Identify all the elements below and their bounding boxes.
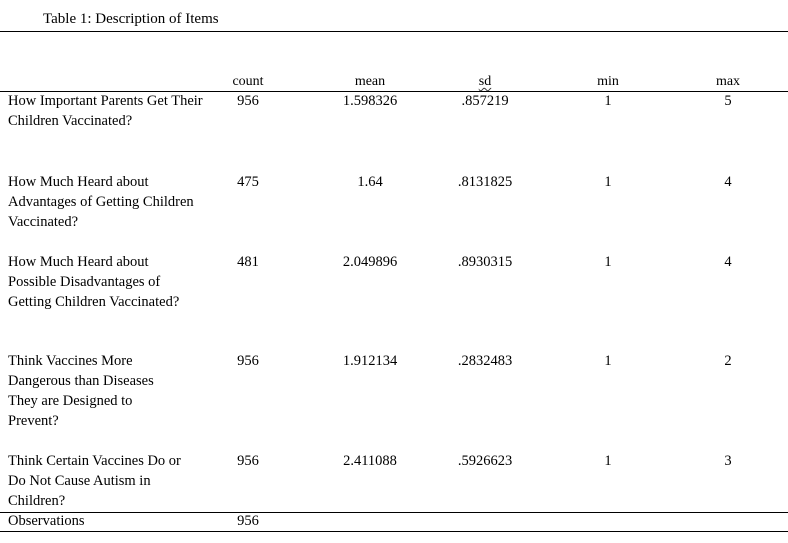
row-count: 956 xyxy=(237,353,259,369)
row-max: 4 xyxy=(724,174,732,190)
observations-rule xyxy=(0,512,788,513)
row-label: Think Vaccines More Dangerous than Disea… xyxy=(8,353,154,429)
row-min: 1 xyxy=(604,353,612,369)
row-mean: 1.598326 xyxy=(342,93,398,109)
column-header-max: max xyxy=(715,74,741,89)
row-label: How Much Heard about Advantages of Getti… xyxy=(8,174,194,230)
row-max: 5 xyxy=(724,93,732,109)
row-min: 1 xyxy=(604,93,612,109)
table-caption: Table 1: Description of Items xyxy=(43,11,219,27)
column-header-count: count xyxy=(232,74,264,89)
row-count: 475 xyxy=(237,174,259,190)
row-sd: .8131825 xyxy=(457,174,513,190)
row-mean: 1.64 xyxy=(357,174,383,190)
row-label: How Important Parents Get Their Children… xyxy=(8,93,203,129)
row-label: Think Certain Vaccines Do or Do Not Caus… xyxy=(8,453,181,509)
row-min: 1 xyxy=(604,174,612,190)
row-max: 3 xyxy=(724,453,732,469)
row-count: 956 xyxy=(237,93,259,109)
row-max: 2 xyxy=(724,353,732,369)
observations-label: Observations xyxy=(8,513,85,529)
column-header-sd-text: sd xyxy=(478,74,492,89)
row-min: 1 xyxy=(604,453,612,469)
row-mean: 1.912134 xyxy=(342,353,398,369)
row-count: 956 xyxy=(237,453,259,469)
row-max: 4 xyxy=(724,254,732,270)
column-header-sd: sd xyxy=(445,74,525,90)
row-sd: .2832483 xyxy=(457,353,513,369)
column-header-min: min xyxy=(597,74,619,89)
row-min: 1 xyxy=(604,254,612,270)
table-top-rule xyxy=(0,31,788,32)
row-sd: .857219 xyxy=(461,93,509,109)
observations-count: 956 xyxy=(237,513,259,529)
row-label: How Much Heard about Possible Disadvanta… xyxy=(8,254,180,310)
row-count: 481 xyxy=(237,254,259,270)
row-mean: 2.049896 xyxy=(342,254,398,270)
row-sd: .8930315 xyxy=(457,254,513,270)
table-bottom-rule xyxy=(0,531,788,532)
row-sd: .5926623 xyxy=(457,453,513,469)
column-header-mean: mean xyxy=(354,74,386,89)
row-mean: 2.411088 xyxy=(343,453,397,469)
header-rule xyxy=(0,91,788,92)
